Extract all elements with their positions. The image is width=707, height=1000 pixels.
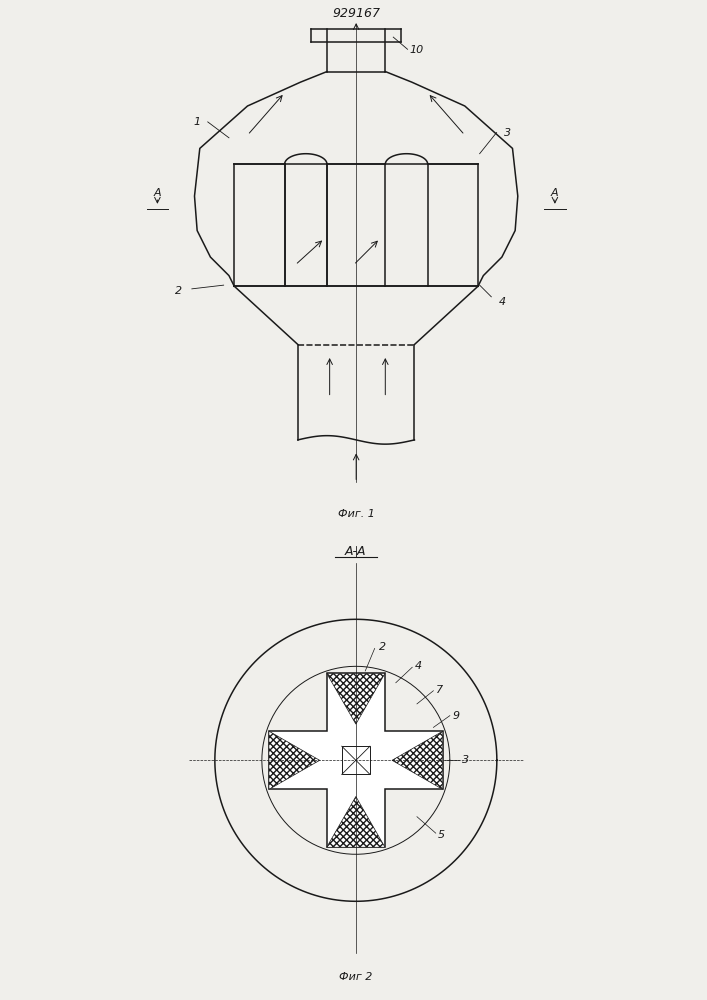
Text: 2: 2 bbox=[175, 286, 182, 296]
Polygon shape bbox=[269, 731, 320, 789]
Text: 4: 4 bbox=[498, 297, 506, 307]
Bar bbox=[341, 746, 370, 774]
Polygon shape bbox=[269, 673, 443, 847]
Polygon shape bbox=[327, 796, 385, 847]
Text: 9: 9 bbox=[452, 711, 460, 721]
Text: 3: 3 bbox=[462, 755, 469, 765]
Text: Фиг 2: Фиг 2 bbox=[339, 972, 373, 982]
Text: 4: 4 bbox=[414, 661, 421, 671]
Text: A-A: A-A bbox=[345, 545, 367, 558]
Polygon shape bbox=[392, 731, 443, 789]
Text: 7: 7 bbox=[436, 685, 443, 695]
Text: A: A bbox=[153, 188, 161, 198]
Polygon shape bbox=[327, 673, 385, 724]
Text: 929167: 929167 bbox=[332, 7, 380, 20]
Text: Фиг. 1: Фиг. 1 bbox=[338, 509, 375, 519]
Text: 2: 2 bbox=[380, 643, 387, 652]
Text: 3: 3 bbox=[503, 127, 510, 137]
Text: 10: 10 bbox=[409, 45, 423, 55]
Text: 1: 1 bbox=[194, 117, 201, 127]
Text: 5: 5 bbox=[438, 830, 445, 840]
Text: A: A bbox=[551, 188, 559, 198]
